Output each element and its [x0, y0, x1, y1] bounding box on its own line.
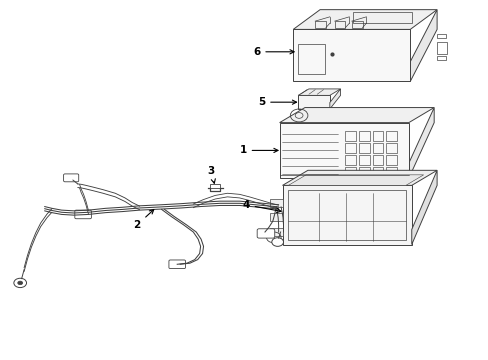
FancyBboxPatch shape	[75, 210, 91, 219]
Polygon shape	[270, 228, 282, 235]
Text: 6: 6	[253, 47, 293, 57]
Bar	[372, 143, 383, 153]
Bar	[358, 167, 369, 176]
FancyBboxPatch shape	[257, 229, 274, 238]
Bar	[386, 155, 396, 165]
Bar	[345, 167, 355, 176]
Bar	[351, 21, 362, 28]
Text: 2: 2	[133, 210, 153, 230]
Bar	[293, 30, 409, 81]
Polygon shape	[293, 10, 436, 30]
Polygon shape	[279, 108, 433, 123]
Polygon shape	[270, 199, 282, 207]
Circle shape	[271, 238, 283, 246]
Polygon shape	[411, 170, 436, 244]
Bar	[372, 131, 383, 141]
Bar	[298, 44, 325, 74]
Bar	[210, 184, 220, 188]
FancyBboxPatch shape	[63, 174, 79, 182]
Polygon shape	[409, 10, 436, 81]
Bar	[279, 123, 408, 178]
Circle shape	[18, 281, 22, 285]
Bar	[386, 131, 396, 141]
Text: 1: 1	[239, 145, 278, 156]
Bar	[386, 143, 396, 153]
Polygon shape	[298, 89, 340, 95]
Bar	[315, 21, 325, 28]
Bar	[345, 131, 355, 141]
FancyBboxPatch shape	[168, 260, 185, 269]
Bar	[358, 143, 369, 153]
Polygon shape	[282, 170, 436, 185]
Bar	[334, 21, 345, 28]
Text: 5: 5	[257, 97, 296, 107]
Bar	[345, 143, 355, 153]
Bar	[282, 185, 411, 244]
Bar	[372, 155, 383, 165]
Text: 4: 4	[242, 200, 281, 212]
Bar	[358, 155, 369, 165]
Bar	[386, 167, 396, 176]
Bar	[372, 167, 383, 176]
Bar	[436, 34, 445, 39]
Bar	[436, 55, 445, 60]
Bar	[288, 190, 405, 240]
Bar	[358, 131, 369, 141]
Polygon shape	[288, 175, 423, 185]
Bar	[352, 12, 411, 23]
Text: 3: 3	[207, 166, 215, 183]
Polygon shape	[329, 89, 340, 109]
Polygon shape	[408, 108, 433, 178]
Circle shape	[14, 278, 26, 288]
Bar	[298, 95, 329, 109]
Bar	[345, 155, 355, 165]
Polygon shape	[270, 213, 282, 221]
